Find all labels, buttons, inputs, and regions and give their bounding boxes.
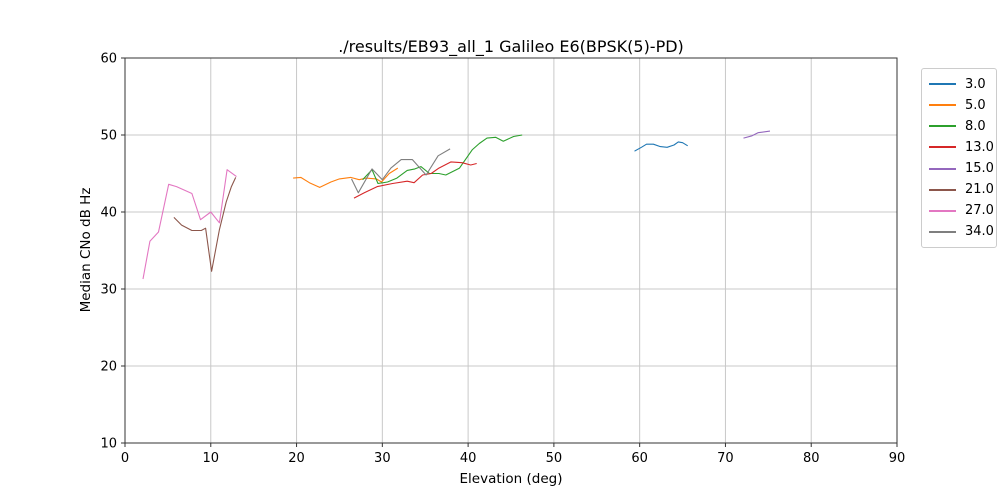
- legend-label: 34.0: [965, 224, 994, 240]
- series-line-5.0: [293, 167, 399, 188]
- x-tick-label: 0: [121, 451, 129, 466]
- legend-item: 8.0: [929, 117, 989, 135]
- legend-item: 3.0: [929, 75, 989, 93]
- y-tick-label: 60: [100, 52, 117, 67]
- series-line-15.0: [743, 130, 771, 139]
- x-tick-label: 90: [889, 451, 906, 466]
- series-line-3.0: [634, 141, 688, 152]
- legend-label: 21.0: [965, 182, 994, 198]
- legend-label: 27.0: [965, 203, 994, 219]
- legend-line-swatch: [929, 83, 956, 85]
- legend-item: 34.0: [929, 223, 994, 241]
- series-line-21.0: [173, 177, 237, 272]
- y-tick-label: 20: [100, 360, 117, 375]
- legend-label: 13.0: [965, 139, 994, 155]
- legend: 3.0 5.0 8.0 13.0 15.0 21.0 27.0 34.0: [921, 68, 997, 248]
- x-tick-label: 30: [374, 451, 391, 466]
- x-tick-label: 20: [288, 451, 305, 466]
- legend-item: 5.0: [929, 96, 989, 114]
- series-line-8.0: [362, 134, 523, 185]
- y-tick-label: 50: [100, 129, 117, 144]
- legend-label: 5.0: [965, 97, 986, 113]
- legend-item: 21.0: [929, 181, 994, 199]
- legend-label: 15.0: [965, 161, 994, 177]
- y-tick-label: 10: [100, 437, 117, 452]
- chart-title: ./results/EB93_all_1 Galileo E6(BPSK(5)-…: [338, 37, 684, 56]
- x-tick-label: 40: [460, 451, 477, 466]
- x-tick-label: 10: [203, 451, 220, 466]
- axes-frame: [124, 57, 898, 444]
- x-axis-label: Elevation (deg): [459, 471, 563, 487]
- series-line-13.0: [353, 161, 477, 199]
- x-tick-label: 80: [803, 451, 820, 466]
- x-tick-label: 70: [717, 451, 734, 466]
- x-tick-label: 50: [546, 451, 563, 466]
- legend-line-swatch: [929, 104, 956, 107]
- series-line-27.0: [142, 169, 237, 280]
- legend-line-swatch: [929, 125, 956, 128]
- legend-item: 15.0: [929, 160, 994, 178]
- legend-label: 3.0: [965, 76, 986, 92]
- y-tick-label: 40: [100, 206, 117, 221]
- series-line-34.0: [351, 148, 451, 194]
- legend-line-swatch: [929, 230, 956, 233]
- y-tick-label: 30: [100, 283, 117, 298]
- legend-line-swatch: [929, 146, 956, 149]
- legend-item: 27.0: [929, 202, 994, 220]
- legend-line-swatch: [929, 188, 956, 191]
- legend-line-swatch: [929, 209, 956, 212]
- legend-label: 8.0: [965, 118, 986, 134]
- x-tick-label: 60: [631, 451, 648, 466]
- legend-line-swatch: [929, 167, 956, 170]
- legend-item: 13.0: [929, 138, 994, 156]
